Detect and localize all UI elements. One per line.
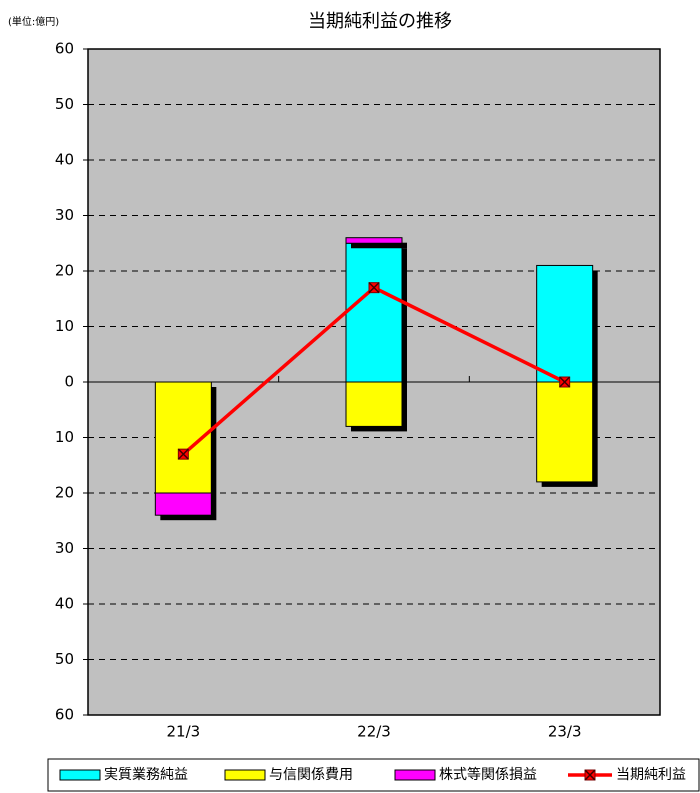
- y-tick-label: 10: [55, 428, 74, 446]
- bar: [154, 492, 212, 516]
- chart-title: 当期純利益の推移: [308, 11, 452, 32]
- line-marker: [368, 282, 380, 294]
- bar-shadow: [351, 242, 407, 249]
- legend-label: 当期純利益: [616, 767, 686, 783]
- y-tick-label: 20: [55, 262, 74, 280]
- y-tick-label: 10: [55, 317, 74, 335]
- line-marker: [177, 448, 189, 460]
- y-tick-label: 20: [55, 484, 74, 502]
- bar: [345, 381, 403, 427]
- legend-label: 株式等関係損益: [439, 766, 537, 783]
- bar: [536, 381, 594, 483]
- bar: [345, 237, 403, 244]
- bar: [345, 242, 403, 383]
- y-tick-label: 40: [55, 151, 74, 169]
- x-tick-label: 21/3: [166, 723, 200, 741]
- line-marker: [559, 376, 571, 388]
- y-tick-label: 50: [55, 650, 74, 668]
- legend-swatch: [59, 769, 101, 781]
- y-tick-label: 30: [55, 539, 74, 557]
- marker-cross: [584, 769, 596, 781]
- y-tick-label: 30: [55, 206, 74, 224]
- marker-cross: [368, 282, 380, 294]
- x-tick-label: 23/3: [548, 723, 582, 741]
- y-tick-label: 0: [64, 373, 74, 391]
- line-marker: [584, 769, 596, 781]
- marker-cross: [559, 376, 571, 388]
- legend-swatch: [394, 769, 436, 781]
- unit-label: (単位:億円): [8, 15, 59, 28]
- marker-cross: [177, 448, 189, 460]
- legend-label: 実質業務純益: [104, 767, 188, 783]
- plot-border: [87, 48, 661, 716]
- y-tick-label: 50: [55, 95, 74, 113]
- legend-label: 与信関係費用: [269, 767, 353, 783]
- bar: [536, 264, 594, 383]
- y-tick-label: 40: [55, 595, 74, 613]
- y-tick-label: 60: [55, 706, 74, 724]
- legend-swatch: [224, 769, 266, 781]
- x-tick-label: 22/3: [357, 723, 391, 741]
- y-tick-label: 60: [55, 40, 74, 58]
